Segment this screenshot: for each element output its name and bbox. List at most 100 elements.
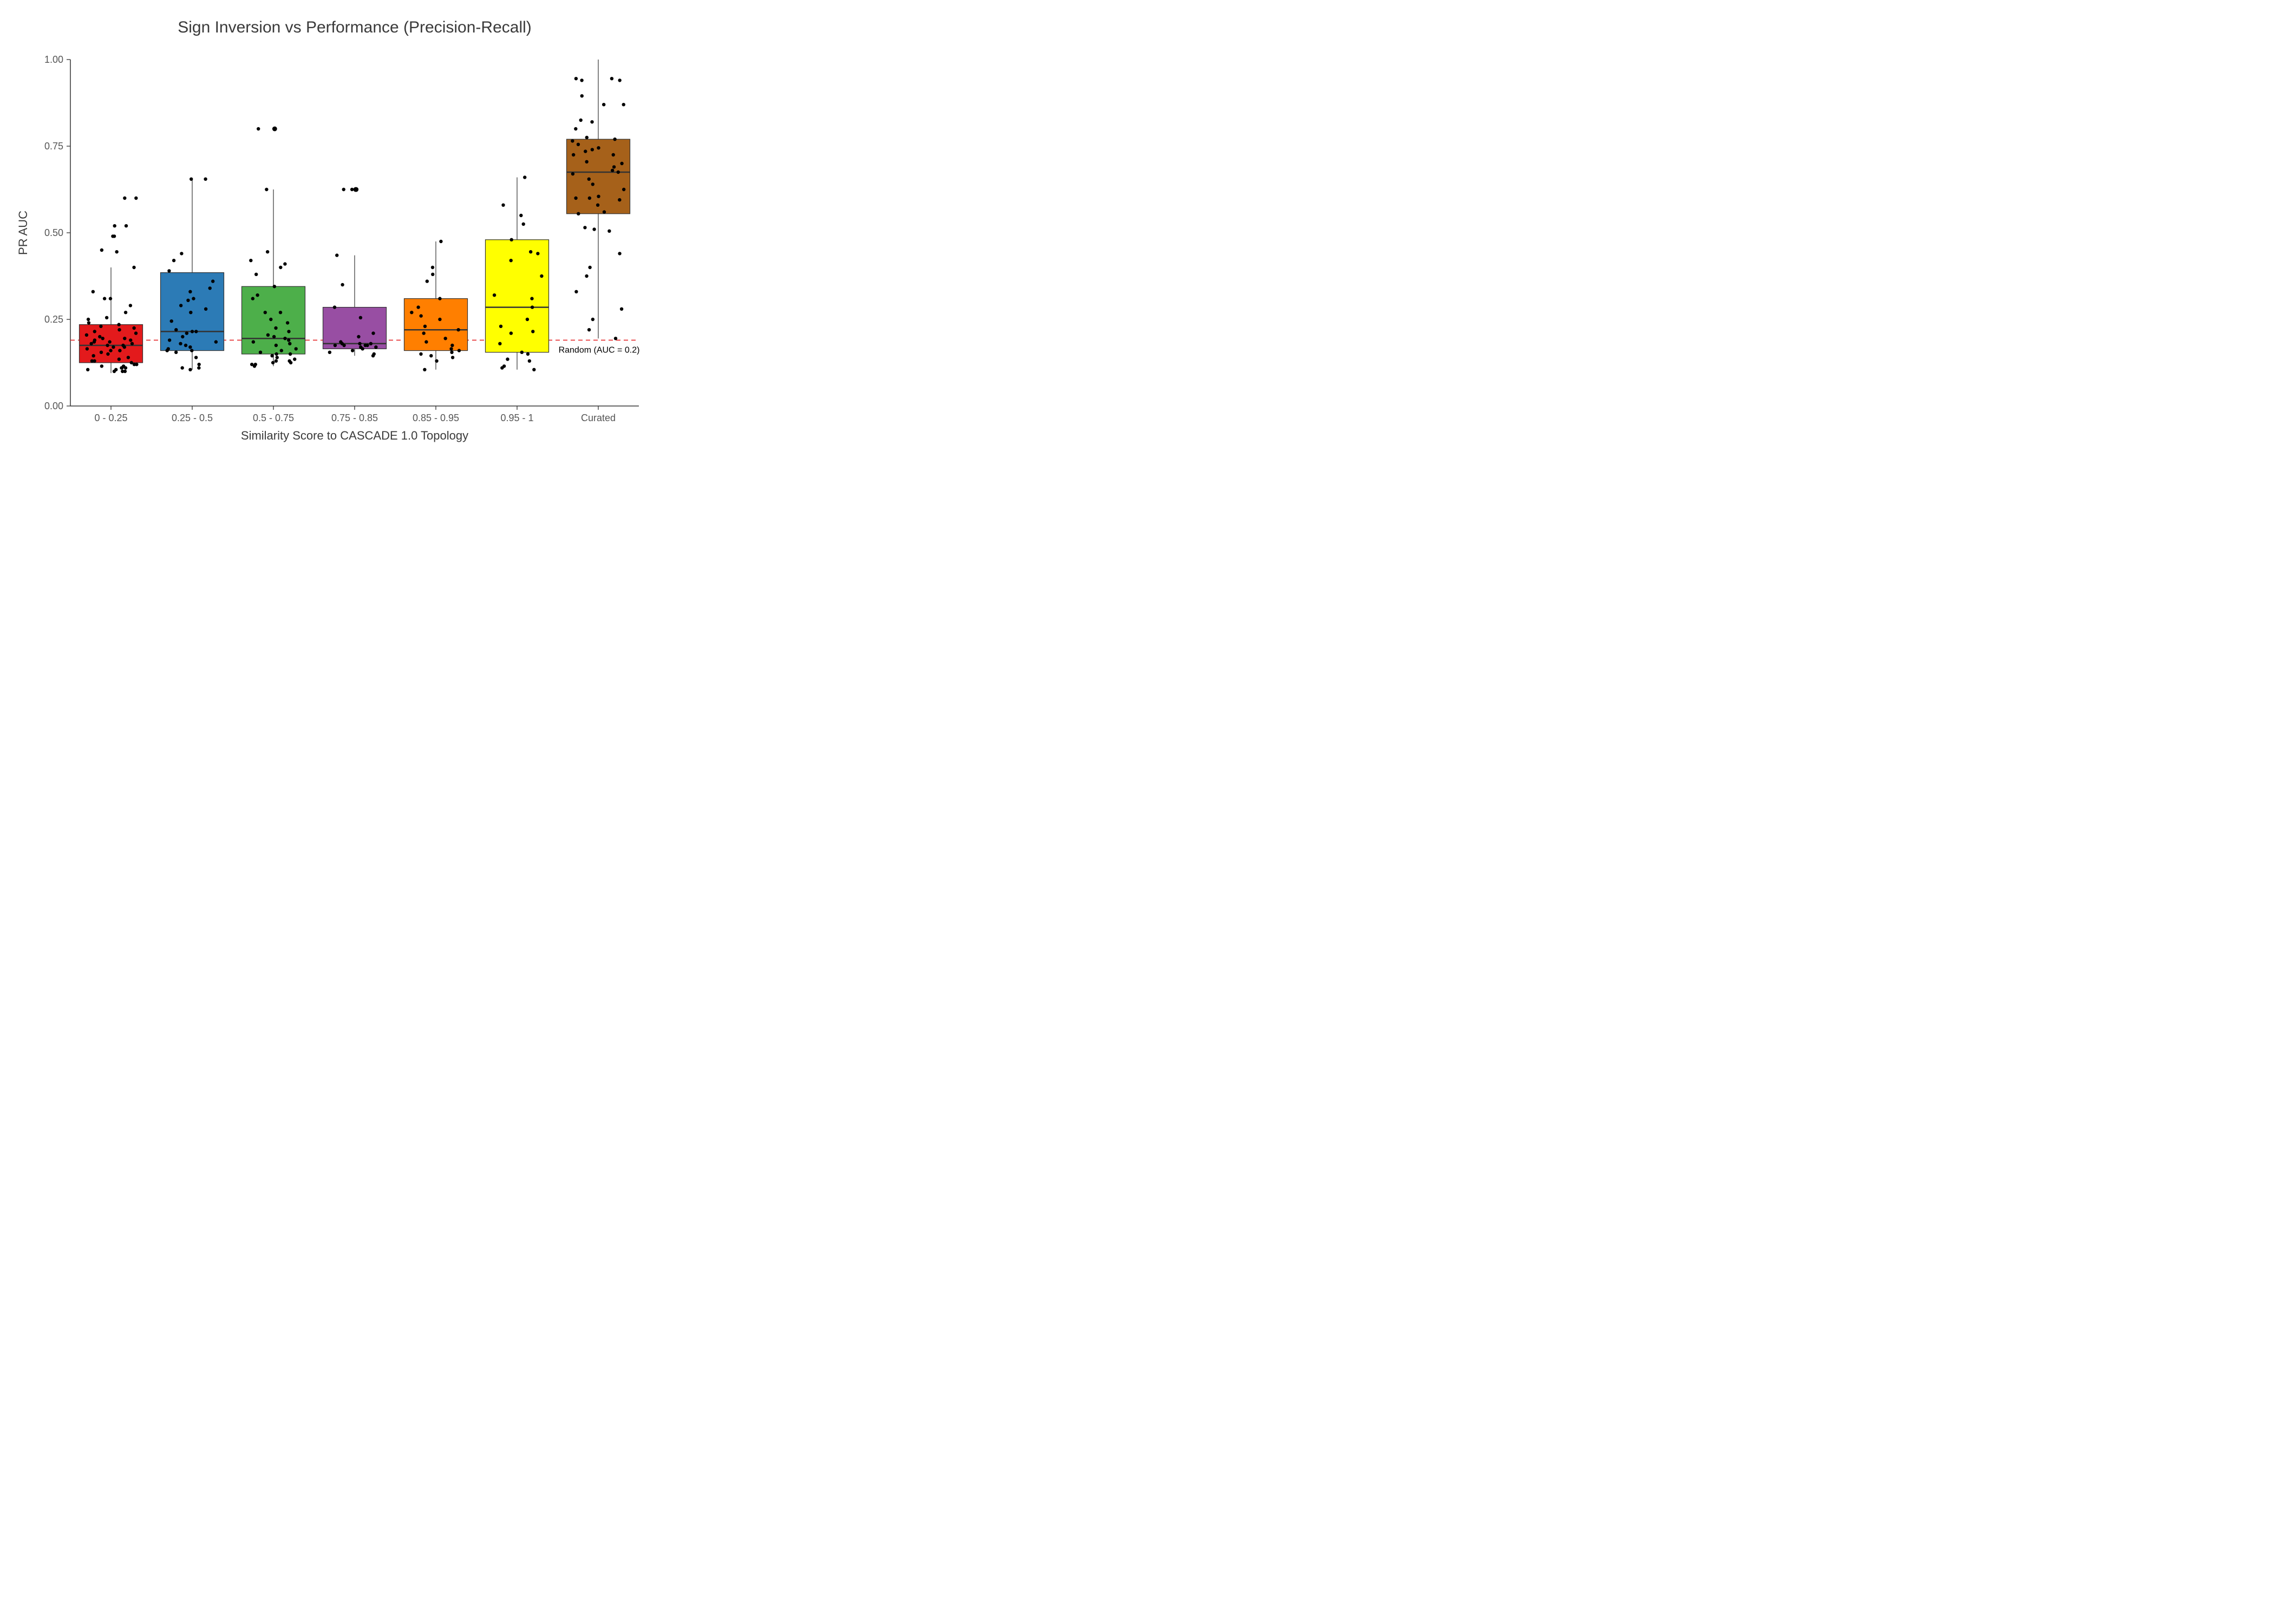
data-point [92, 354, 95, 357]
chart-svg: Sign Inversion vs Performance (Precision… [11, 11, 661, 476]
data-point [92, 290, 95, 293]
outlier-point [354, 187, 358, 192]
data-point [109, 349, 112, 352]
data-point [112, 345, 115, 349]
data-point [591, 182, 594, 186]
data-point [191, 330, 194, 333]
data-point [509, 331, 513, 335]
data-point [266, 333, 270, 337]
data-point [186, 299, 190, 302]
data-point [597, 195, 600, 198]
data-point [426, 279, 429, 283]
data-point [580, 78, 583, 82]
data-point [123, 337, 126, 340]
data-point [269, 318, 272, 321]
data-point [89, 342, 93, 345]
data-point [98, 335, 101, 338]
data-point [250, 363, 253, 366]
data-point [188, 368, 192, 371]
data-point [279, 266, 282, 269]
data-point [109, 297, 112, 300]
data-point [520, 351, 524, 354]
data-point [264, 311, 267, 314]
data-point [458, 349, 461, 352]
data-point [519, 214, 522, 217]
data-point [103, 297, 106, 300]
data-point [279, 311, 282, 314]
data-point [597, 146, 600, 149]
data-point [622, 188, 625, 191]
data-point [174, 328, 178, 331]
x-tick-label: 0.25 - 0.5 [172, 412, 213, 423]
data-point [190, 178, 193, 181]
data-point [204, 178, 207, 181]
data-point [125, 224, 128, 227]
data-point [87, 321, 90, 324]
data-point [266, 250, 269, 253]
data-point [252, 340, 255, 343]
x-tick-label: 0.5 - 0.75 [253, 412, 294, 423]
data-point [129, 338, 132, 342]
y-tick-label: 0.00 [44, 401, 63, 411]
data-point [254, 363, 257, 366]
data-point [501, 204, 505, 207]
data-point [585, 160, 588, 163]
data-point [167, 269, 171, 272]
x-tick-label: 0.85 - 0.95 [413, 412, 459, 423]
data-point [275, 344, 278, 347]
data-point [86, 368, 89, 371]
data-point [132, 266, 135, 269]
data-point [93, 330, 96, 333]
x-tick-label: Curated [581, 412, 616, 423]
data-point [438, 318, 441, 321]
data-point [184, 344, 187, 347]
data-point [334, 344, 337, 347]
data-point [124, 311, 127, 314]
data-point [100, 364, 103, 368]
data-point [607, 230, 611, 233]
data-point [170, 319, 173, 323]
data-point [577, 143, 580, 146]
data-point [132, 326, 135, 330]
data-point [603, 210, 606, 213]
data-point [333, 305, 336, 309]
data-point [419, 352, 422, 356]
data-point [602, 103, 605, 106]
data-point [359, 316, 362, 319]
data-point [416, 305, 420, 309]
data-point [620, 307, 623, 311]
data-point [574, 77, 578, 80]
data-point [585, 136, 589, 139]
chart-background [11, 11, 661, 476]
data-point [577, 212, 580, 215]
data-point [613, 137, 616, 141]
data-point [190, 349, 193, 352]
data-point [532, 368, 535, 371]
data-point [584, 149, 587, 153]
data-point [274, 326, 277, 330]
data-point [357, 335, 360, 338]
data-point [423, 368, 426, 371]
data-point [123, 197, 126, 200]
data-point [189, 311, 192, 314]
data-point [188, 290, 192, 293]
data-point [571, 172, 574, 175]
data-point [439, 240, 442, 243]
data-point [197, 366, 200, 369]
data-point [523, 175, 526, 179]
data-point [531, 305, 534, 309]
data-point [286, 321, 289, 324]
data-point [540, 274, 543, 278]
data-point [591, 318, 594, 321]
data-point [373, 352, 376, 356]
data-point [618, 78, 621, 82]
data-point [509, 259, 513, 262]
data-point [529, 250, 532, 253]
data-point [204, 307, 207, 311]
data-point [443, 337, 447, 340]
data-point [429, 354, 433, 357]
data-point [87, 318, 90, 321]
box [323, 307, 387, 349]
data-point [130, 361, 133, 364]
data-point [335, 253, 338, 257]
